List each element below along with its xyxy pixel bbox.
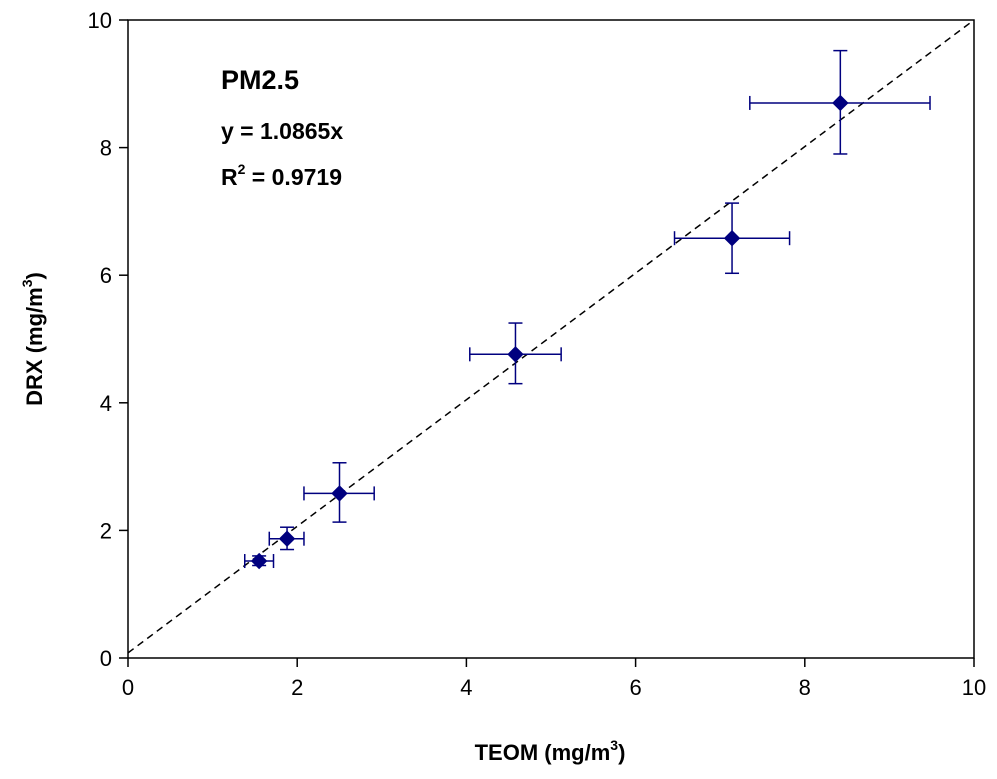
diamond-marker [250, 552, 268, 570]
r-squared-superscript: 2 [238, 161, 246, 177]
y-axis-title-end: ) [22, 272, 47, 279]
diamond-marker [507, 346, 524, 363]
x-axis-title-end: ) [618, 740, 625, 765]
x-tick-label: 2 [291, 675, 303, 700]
data-point-6 [749, 49, 931, 155]
diamond-marker [278, 530, 296, 547]
data-point-3 [303, 462, 375, 523]
reference-line-layer [127, 19, 975, 654]
y-tick-label: 10 [88, 8, 112, 33]
y-axis-title: DRX (mg/m3) [19, 272, 47, 406]
x-tick-label: 0 [122, 675, 134, 700]
annotation-r-squared: R2 = 0.9719 [221, 161, 342, 190]
data-point-5 [673, 202, 791, 275]
data-point-4 [469, 322, 562, 385]
diamond-marker [832, 94, 849, 112]
y-tick-label: 0 [100, 646, 112, 671]
r-squared-prefix: R [221, 164, 238, 190]
axis-ticks-layer: 0 2 4 6 8 10 0 2 4 6 8 10 [88, 8, 987, 700]
r-squared-value: = 0.9719 [245, 164, 342, 190]
y-tick-label: 4 [100, 391, 112, 416]
y-axis-title-main: DRX (mg/m [22, 287, 47, 406]
data-point-2 [268, 526, 305, 551]
data-points-layer [243, 49, 931, 570]
x-tick-label: 6 [629, 675, 641, 700]
x-axis-title-main: TEOM (mg/m [475, 740, 611, 765]
y-tick-label: 8 [100, 136, 112, 161]
x-axis-title-superscript: 3 [610, 737, 618, 753]
data-point-1 [243, 552, 275, 570]
annotation-equation: y = 1.0865x [221, 118, 343, 144]
diamond-marker [331, 485, 348, 502]
y-tick-label: 2 [100, 518, 112, 543]
annotation-title: PM2.5 [221, 65, 299, 95]
y-axis-title-superscript: 3 [19, 279, 35, 287]
diamond-marker [723, 229, 741, 247]
x-axis-title: TEOM (mg/m3) [475, 737, 626, 765]
x-tick-label: 4 [460, 675, 472, 700]
x-tick-label: 8 [799, 675, 811, 700]
reference-line [127, 19, 975, 654]
x-tick-label: 10 [962, 675, 986, 700]
y-tick-label: 6 [100, 263, 112, 288]
